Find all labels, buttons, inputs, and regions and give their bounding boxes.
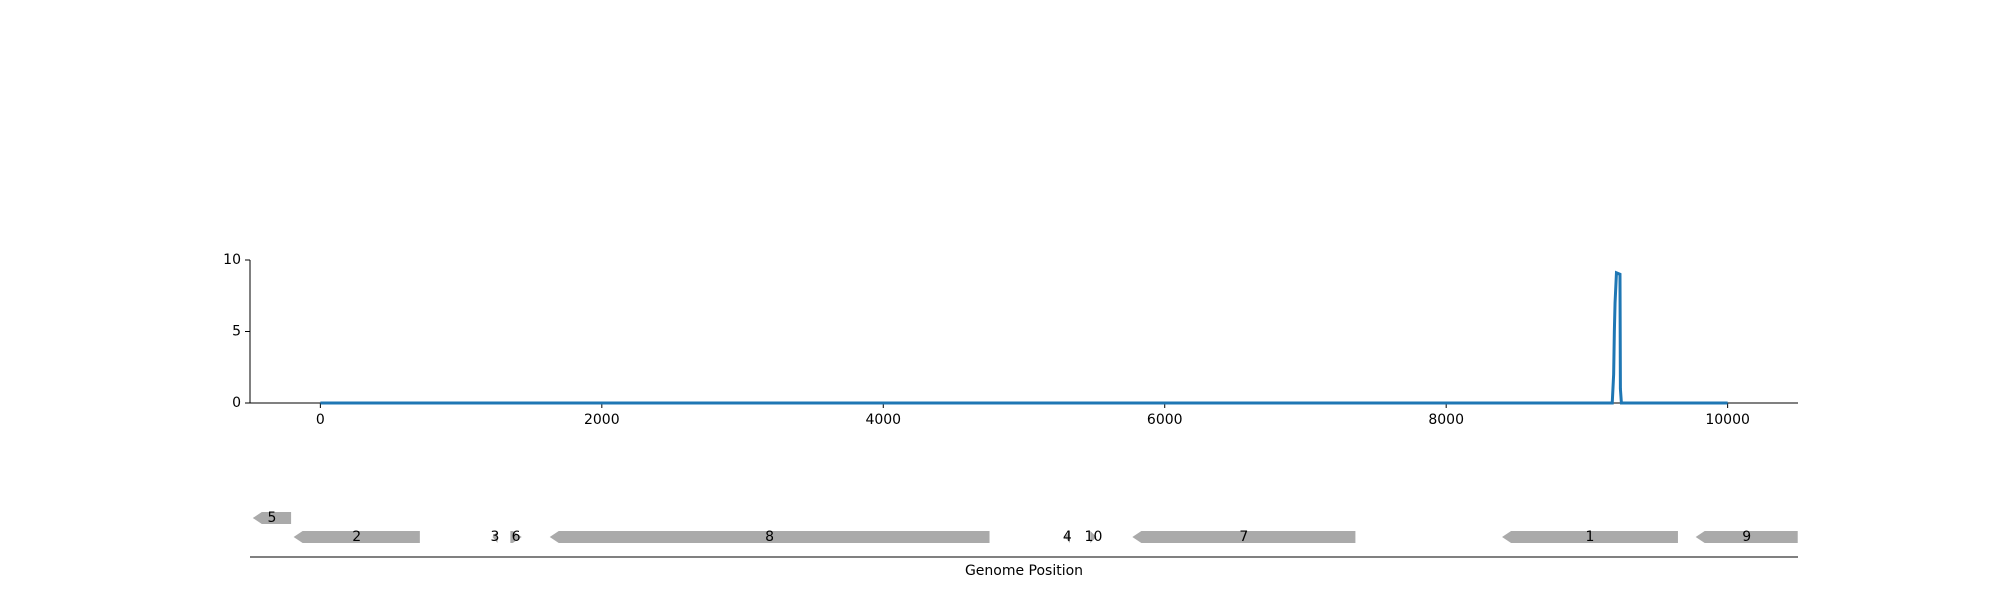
x-tick-label: 4000 — [865, 412, 901, 428]
gene-label: 1 — [1586, 529, 1595, 545]
gene-label: 7 — [1239, 529, 1248, 545]
gene-feature — [1132, 531, 1356, 543]
x-tick-label: 10000 — [1705, 412, 1750, 428]
y-tick-label: 0 — [232, 395, 241, 411]
gene-label: 4 — [1063, 529, 1072, 545]
gene-feature — [252, 512, 292, 524]
gene-feature — [1502, 531, 1678, 543]
y-tick-label: 10 — [223, 252, 241, 268]
gene-label: 8 — [765, 529, 774, 545]
x-tick-label: 2000 — [584, 412, 620, 428]
gene-label: 9 — [1742, 529, 1751, 545]
gene-label: 10 — [1085, 529, 1103, 545]
gene-feature — [549, 531, 990, 543]
gene-feature — [1064, 531, 1070, 543]
gene-feature — [293, 531, 420, 543]
coverage-line — [320, 270, 1728, 405]
gene-label: 6 — [512, 529, 521, 545]
x-axis-label: Genome Position — [965, 563, 1083, 579]
gene-label: 3 — [491, 529, 500, 545]
x-tick-label: 6000 — [1147, 412, 1183, 428]
gene-feature — [510, 531, 522, 543]
y-tick-label: 5 — [232, 324, 241, 340]
x-tick-label: 0 — [316, 412, 325, 428]
gene-label: 5 — [267, 510, 276, 526]
x-tick-label: 8000 — [1428, 412, 1464, 428]
gene-feature — [1695, 531, 1798, 543]
gene-feature — [1090, 531, 1097, 543]
gene-feature — [492, 531, 498, 543]
gene-label: 2 — [352, 529, 361, 545]
